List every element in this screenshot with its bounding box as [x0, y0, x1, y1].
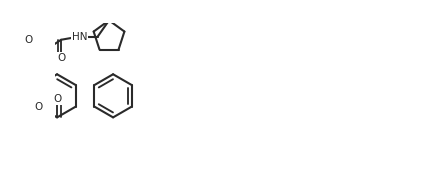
Text: O: O — [34, 102, 42, 112]
Text: O: O — [53, 94, 61, 104]
Text: HN: HN — [71, 32, 87, 42]
Text: O: O — [57, 53, 65, 63]
Text: O: O — [24, 35, 33, 45]
